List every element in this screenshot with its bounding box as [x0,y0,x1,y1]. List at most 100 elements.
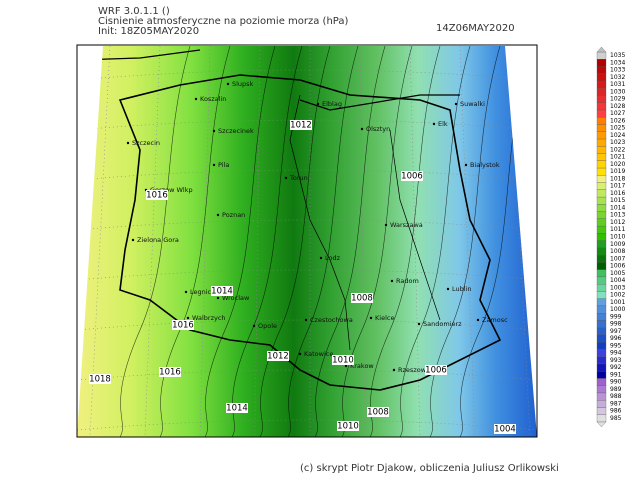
colorbar-cell [596,204,607,212]
isobar-label-bg [337,421,359,431]
isobar-label-bg [89,374,111,384]
colorbar-label: 999 [610,313,622,320]
colorbar-cell [596,349,607,357]
city-label: Opole [258,322,277,330]
city-label: Czestochowa [310,316,353,324]
colorbar-cell [596,371,607,379]
colorbar-label: 1005 [610,270,625,277]
city-dot [304,318,308,322]
city-dot [284,176,288,180]
isobar-label-bg [401,171,423,181]
city-label: Pila [218,161,229,169]
city-label: Poznan [222,211,245,219]
colorbar-label: 1027 [610,110,625,117]
colorbar-cell [596,73,607,82]
colorbar-label: 1030 [610,88,625,95]
city-dot [252,324,256,328]
city-dot [298,352,302,356]
colorbar-cell [596,407,607,415]
city-label: Elk [438,120,448,128]
isobar-label: 1006 [425,366,447,376]
city-dot [417,322,421,326]
colorbar-label: 1011 [610,226,625,233]
colorbar-label: 1034 [610,59,625,66]
isobar [399,46,471,437]
city-dot [316,102,320,106]
isobar-label: 1018 [89,375,111,385]
colorbar-cell [596,80,607,89]
colorbar-cell [596,66,607,74]
city-dot [454,102,458,106]
city-label: Krakow [350,362,374,370]
isobar-label: 1012 [267,352,289,362]
colorbar-label: 1004 [610,277,625,284]
colorbar-label: 997 [610,328,622,335]
isobar-label: 1006 [401,172,423,182]
colorbar-cell [596,327,607,336]
city-label: Katowice [304,350,333,358]
city-label: Suwalki [460,100,485,108]
city-label: Warszawa [390,221,423,229]
colorbar-label: 1000 [610,306,625,313]
city-dot [212,163,216,167]
colorbar-label: 1010 [610,234,625,241]
valid-time: 14Z06MAY2020 [436,23,515,34]
init-time: Init: 18Z05MAY2020 [98,26,199,37]
labels: Slupsk Koszalin Elblag Suwalki Szczecinek Ols… [89,80,516,435]
colorbar-label: 992 [610,364,622,371]
colorbar-cell [596,356,607,365]
isobar-label: 1016 [172,321,194,331]
colorbar-cell [596,400,607,408]
colorbar-label: 996 [610,335,622,342]
river [289,94,441,351]
colorbar-arrow [596,46,607,53]
colorbar-cell [596,59,607,67]
isobar-label-bg [226,403,248,413]
isobar [159,46,231,437]
isobar-label: 1016 [159,368,181,378]
colorbar-label: 1028 [610,103,625,110]
isobar-label-bg [211,286,233,296]
colorbar-cell [596,196,607,205]
colorbar-label: 993 [610,357,622,364]
colorbar-cell [596,160,607,169]
colorbar-cell [596,189,607,198]
isobar-label: 1010 [332,356,354,366]
colorbar: 1035103410331032103110301029102810271026… [596,46,625,428]
colorbar-label: 1033 [610,67,625,74]
city-dot [432,122,436,126]
city-dot [464,163,468,167]
colorbar-cell [596,225,607,234]
colorbar-cell [596,117,607,125]
colorbar-label: 1006 [610,263,625,270]
colorbar-label: 1008 [610,248,625,255]
colorbar-cell [596,305,607,314]
city-label: Rzeszow [398,366,427,374]
colorbar-cell [596,218,607,227]
colorbar-label: 1035 [610,52,625,59]
colorbar-cell [596,146,607,154]
colorbar-cell [596,298,607,307]
isobar [231,46,303,437]
city-dot [131,238,135,242]
colorbar-label: 1001 [610,299,625,306]
city-label: Szczecinek [218,127,254,135]
city-label: Bialystok [470,161,500,169]
colorbar-cell [596,378,607,386]
colorbar-cell [596,320,607,328]
city-dot [216,296,220,300]
city-label: Wroclaw [222,294,250,302]
colorbar-cell [596,284,607,292]
colorbar-label: 1014 [610,204,625,211]
isobar-label-bg [367,407,389,417]
city-label: Zielona Gora [137,236,179,244]
credits: (c) skrypt Piotr Djakow, obliczenia Juli… [300,463,559,474]
isobar-label-bg [290,120,312,130]
city-dot [392,368,396,372]
colorbar-cell [596,254,607,263]
colorbar-label: 985 [610,415,622,422]
colorbar-cell [596,240,607,249]
city-dot [476,318,480,322]
isobar [429,46,501,437]
isobar-label-bg [159,367,181,377]
